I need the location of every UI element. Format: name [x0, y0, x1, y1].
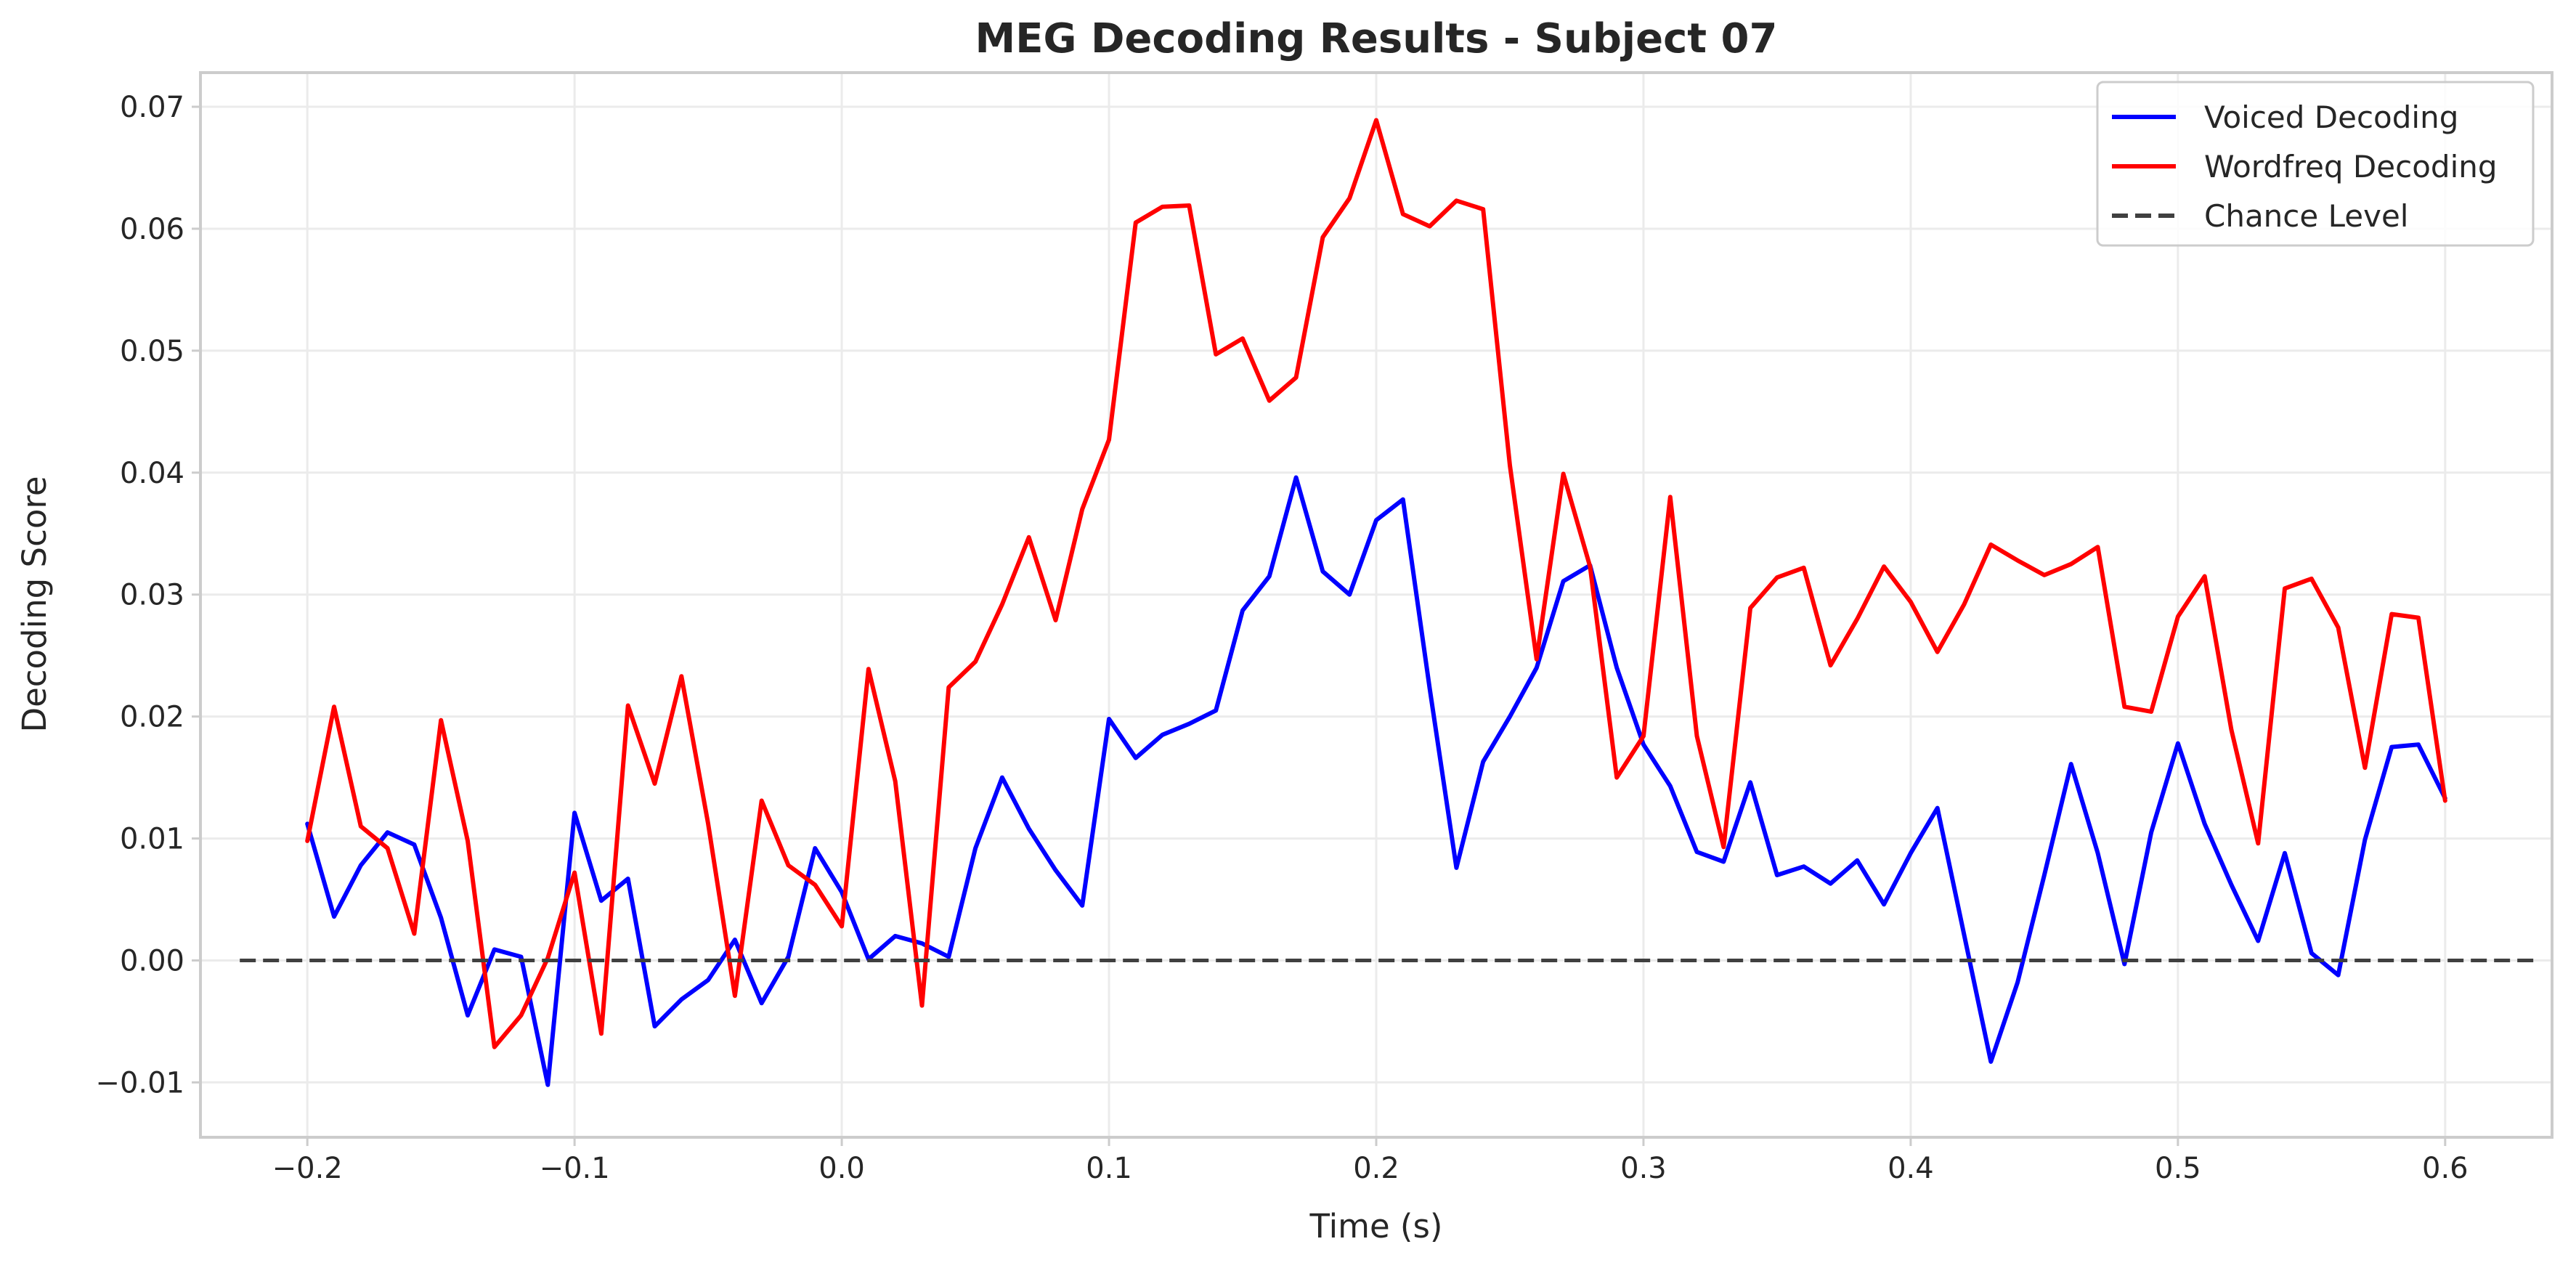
x-tick-label: 0.2	[1353, 1152, 1399, 1185]
x-tick-label: 0.4	[1888, 1152, 1934, 1185]
wordfreq-decoding-line	[305, 118, 2447, 1049]
legend: Voiced Decoding Wordfreq Decoding Chance L…	[2096, 81, 2535, 247]
x-tick-label: −0.1	[540, 1152, 610, 1185]
x-axis-label: Time (s)	[1309, 1207, 1443, 1245]
y-tick-label: 0.00	[120, 945, 184, 978]
y-tick-label: 0.01	[120, 823, 184, 856]
x-tick-label: 0.1	[1086, 1152, 1132, 1185]
legend-box	[2096, 81, 2535, 247]
y-tick-label: −0.01	[95, 1066, 184, 1100]
y-axis-label: Decoding Score	[15, 476, 54, 732]
x-tick-label: 0.3	[1620, 1152, 1667, 1185]
y-tick-label: 0.03	[120, 579, 184, 612]
x-tick-label: 0.6	[2422, 1152, 2469, 1185]
y-tick-label: 0.05	[120, 335, 184, 368]
y-tick-label: 0.02	[120, 701, 184, 734]
y-tick-label: 0.07	[120, 91, 184, 124]
tick-labels: −0.2 −0.1 0.0 0.1 0.2 0.3 0.4 0.5 0.6 −0.01 0.00 0.…	[95, 91, 2468, 1185]
x-tick-label: 0.5	[2155, 1152, 2201, 1185]
legend-label: Chance Level	[2204, 198, 2408, 234]
legend-label: Wordfreq Decoding	[2204, 149, 2498, 184]
y-tick-label: 0.04	[120, 457, 184, 490]
x-tick-label: −0.2	[272, 1152, 343, 1185]
series-layer	[240, 118, 2538, 1087]
y-tick-label: 0.06	[120, 213, 184, 246]
legend-label: Voiced Decoding	[2204, 99, 2458, 135]
chart-title: MEG Decoding Results - Subject 07	[975, 15, 1778, 62]
x-tick-label: 0.0	[818, 1152, 865, 1185]
voiced-decoding-line	[305, 475, 2447, 1087]
